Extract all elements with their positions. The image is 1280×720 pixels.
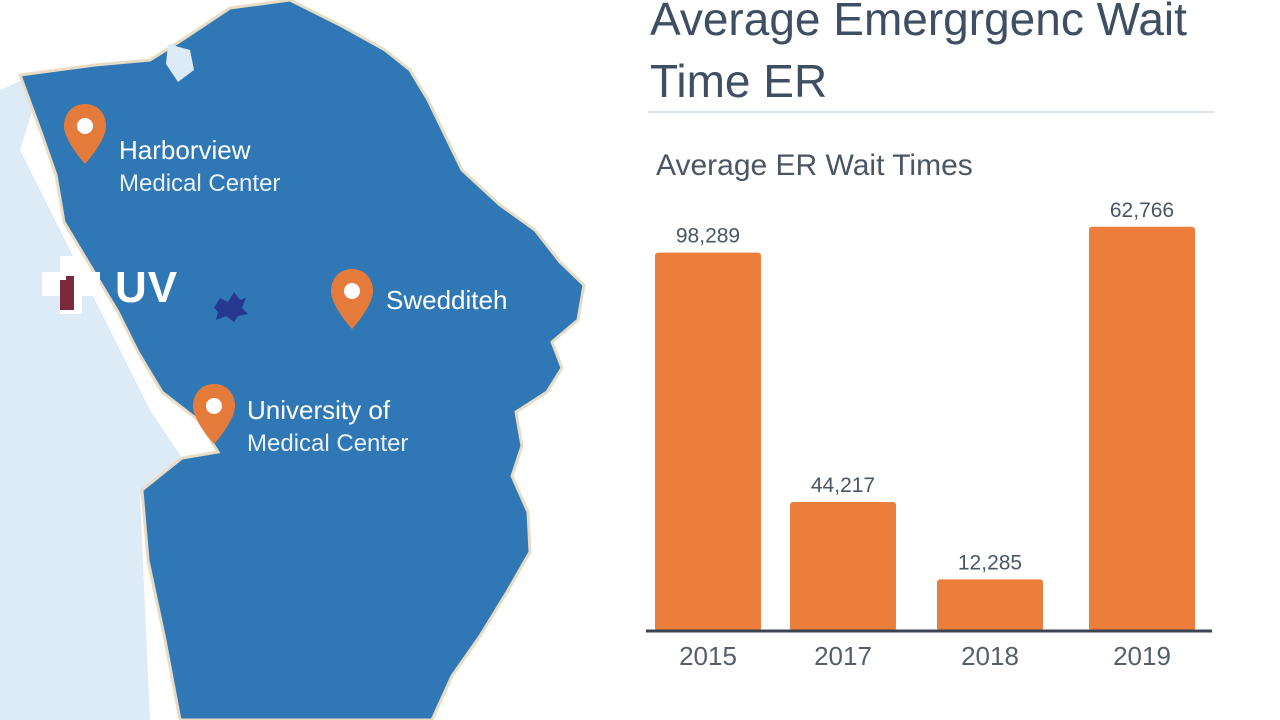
data-label: 62,766 [1110, 199, 1174, 222]
bar-2018 [937, 579, 1043, 631]
land-region [17, 0, 586, 720]
map-pin-icon[interactable] [190, 382, 238, 446]
data-label: 98,289 [676, 225, 740, 248]
page-title-line2: Time ER [650, 55, 828, 107]
region-map [0, 0, 620, 720]
location-subname: Medical Center [247, 430, 409, 457]
page-title: Average Emergrgenc Wait Time ER [650, 0, 1250, 112]
map-panel: Harborview Medical Center Swedditeh Univ… [0, 0, 620, 720]
data-label: 12,285 [958, 551, 1022, 574]
x-tick-label: 2015 [679, 641, 737, 671]
bar-2019 [1089, 226, 1195, 632]
water-area [0, 70, 190, 720]
title-divider [648, 111, 1214, 113]
bar-chart: 98,289 44,217 12,285 62,766 2015 2017 2018 201… [646, 199, 1212, 671]
x-tick-label: 2018 [961, 641, 1019, 671]
map-pin-icon[interactable] [61, 102, 109, 166]
page-title-line1: Average Emergrgenc Wait [650, 0, 1187, 45]
bar-2017 [790, 502, 896, 631]
location-university-label: University of Medical Center [247, 394, 408, 460]
x-tick-label: 2019 [1113, 641, 1171, 671]
splat-icon [214, 292, 248, 322]
medical-cross-icon [42, 256, 100, 314]
bar-2015 [655, 252, 761, 631]
inlet [166, 44, 194, 82]
location-name: Harborview [119, 135, 251, 165]
x-tick-label: 2017 [814, 641, 872, 671]
location-name: Swedditeh [386, 285, 508, 315]
location-name: University of [247, 395, 391, 425]
data-label: 44,217 [811, 474, 875, 497]
chart-title: Average ER Wait Times [656, 149, 973, 182]
logo-text: UV [115, 263, 179, 312]
map-pin-icon[interactable] [328, 267, 376, 331]
location-swedish-label: Swedditeh [386, 284, 507, 317]
location-harborview-label: Harborview Medical Center [119, 134, 280, 200]
location-subname: Medical Center [119, 170, 281, 197]
